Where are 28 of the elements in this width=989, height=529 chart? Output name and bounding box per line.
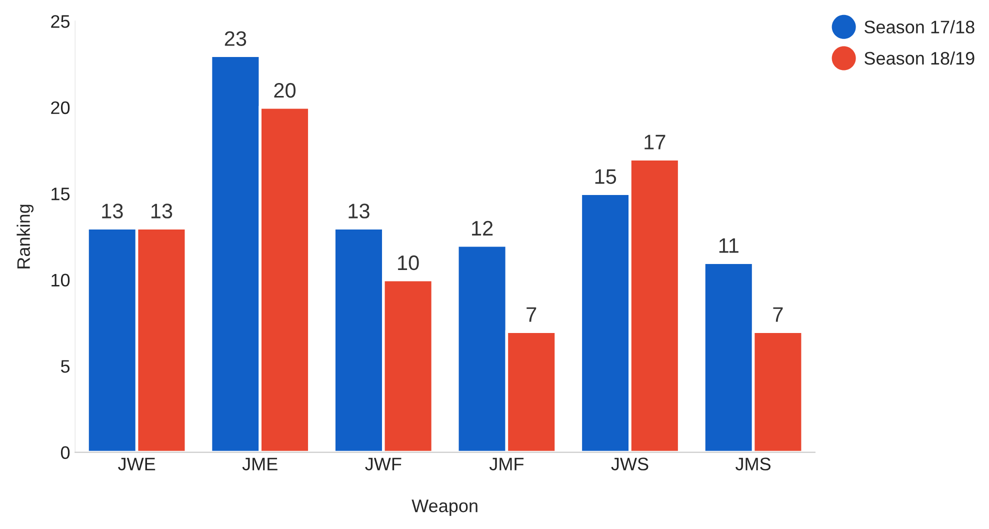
data-label: 10 (398, 255, 419, 270)
data-label: 13 (151, 204, 172, 218)
y-tick-label: 5 (60, 360, 70, 373)
data-label: 15 (595, 169, 616, 184)
data-label: 13 (348, 204, 370, 218)
data-label: 7 (526, 307, 536, 322)
x-tick-label: JME (242, 458, 278, 470)
data-label: 17 (644, 134, 666, 150)
y-axis-title: Ranking (16, 204, 34, 268)
data-label: 13 (102, 204, 123, 218)
y-tick-label: 25 (51, 15, 70, 28)
legend-label: Season 18/19 (864, 51, 974, 65)
data-label: 7 (773, 307, 783, 322)
y-tick-label: 10 (52, 274, 70, 287)
x-tick-label: JWS (611, 458, 648, 470)
data-label: 20 (274, 82, 296, 98)
legend-label: Season 17/18 (864, 20, 974, 34)
data-label: 23 (224, 31, 246, 46)
y-tick-label: 15 (52, 188, 70, 200)
data-label: 11 (719, 238, 738, 253)
y-tick-label: 0 (60, 446, 70, 460)
x-tick-label: JMS (736, 458, 771, 470)
x-tick-label: JWF (365, 458, 402, 470)
y-tick-label: 20 (51, 101, 70, 114)
x-tick-label: JMF (489, 458, 524, 470)
data-label: 12 (472, 220, 493, 236)
x-axis-title: Weapon (412, 500, 478, 516)
x-tick-label: JWE (118, 458, 156, 470)
